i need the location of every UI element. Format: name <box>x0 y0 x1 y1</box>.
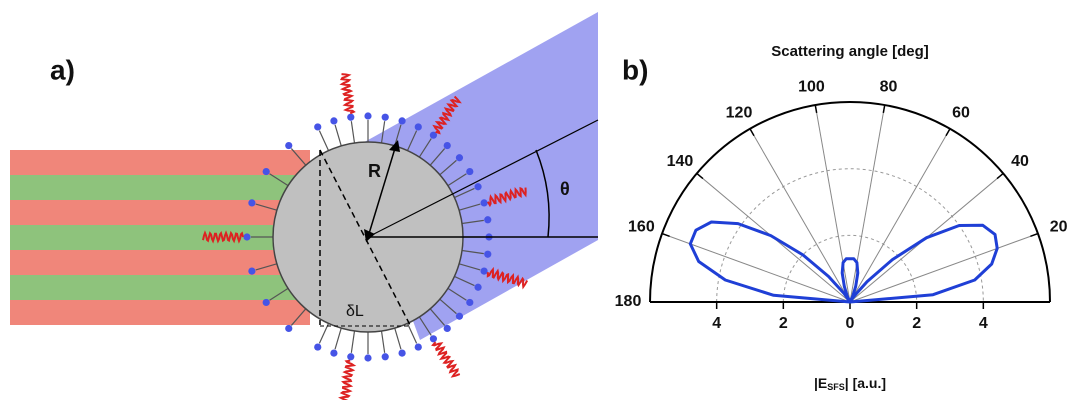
theta-tick-label: 100 <box>798 79 825 96</box>
beam-stripe <box>10 275 310 300</box>
ligand-head <box>415 123 422 130</box>
ligand-head <box>415 343 422 350</box>
ligand-head <box>480 199 487 206</box>
theta-tick-label: 180 <box>615 293 642 310</box>
ligand-head <box>263 299 270 306</box>
ligand-head <box>248 267 255 274</box>
ligand-head <box>474 183 481 190</box>
theta-tick <box>662 234 670 237</box>
ligand-head <box>330 117 337 124</box>
ligand-head <box>330 349 337 356</box>
polar-plot: Scattering angle [deg] |ESFS| [a.u.] 0 20… <box>615 43 1068 392</box>
r-tick-label: 4 <box>979 315 988 332</box>
ligand-head <box>285 142 292 149</box>
ligand-head <box>484 251 491 258</box>
ligand-head <box>444 325 451 332</box>
panel-label: a) <box>50 54 75 85</box>
label-part: | [a.u.] <box>845 375 886 391</box>
chart-title: Scattering angle [deg] <box>771 43 929 60</box>
theta-tick-label: 140 <box>667 153 694 170</box>
ligand-head <box>474 284 481 291</box>
ligand-head <box>364 112 371 119</box>
ligand-head <box>263 168 270 175</box>
ligand-stem <box>319 131 328 151</box>
ligand-stem <box>351 331 354 353</box>
r-tick-label: 2 <box>912 315 921 332</box>
r-tick-label: 4 <box>712 315 721 332</box>
theta-tick-label: 40 <box>1011 153 1029 170</box>
theta-tick <box>946 129 950 136</box>
ligand-head <box>382 353 389 360</box>
ligand-head <box>314 123 321 130</box>
theta-tick <box>750 129 754 136</box>
ligand-head <box>364 354 371 361</box>
ligand-head <box>382 114 389 121</box>
ligand-head <box>347 353 354 360</box>
theta-tick <box>997 173 1003 178</box>
ligand-stem <box>382 331 385 353</box>
ligand-head <box>444 142 451 149</box>
beam-stripe <box>10 250 310 275</box>
ligand-stem <box>395 328 401 349</box>
ligand-head <box>285 325 292 332</box>
x-axis-label: |ESFS| [a.u.] <box>814 375 886 393</box>
r-tick-label: 2 <box>779 315 788 332</box>
ligand-head <box>398 349 405 356</box>
ligand-head <box>430 335 437 342</box>
ligand-head <box>243 233 250 240</box>
ligand-head <box>347 114 354 121</box>
ligand-head <box>456 313 463 320</box>
ligand-head <box>248 199 255 206</box>
ligand-head <box>398 117 405 124</box>
theta-tick <box>697 173 703 178</box>
radius-label: R <box>368 161 381 181</box>
label-sub: SFS <box>827 382 845 392</box>
theta-tick-label: 120 <box>726 104 753 121</box>
ligand-stem <box>335 328 341 349</box>
ligand-head <box>466 299 473 306</box>
ligand-head <box>480 267 487 274</box>
beam-stripe <box>10 175 310 200</box>
beam-stripe <box>10 200 310 225</box>
panel-label: b) <box>622 54 648 85</box>
theta-tick <box>1030 234 1038 237</box>
grid-arc <box>783 235 916 302</box>
length-label: δL <box>346 303 364 320</box>
helix <box>341 361 354 400</box>
helix <box>342 74 354 113</box>
series-line <box>690 222 997 302</box>
theta-tick-label: 80 <box>880 79 898 96</box>
theta-tick-label: 160 <box>628 219 655 236</box>
r-tick-label: 0 <box>846 315 855 332</box>
ligand-stem <box>351 121 354 143</box>
ligand-stem <box>335 125 341 146</box>
ligand-head <box>456 154 463 161</box>
angle-label: θ <box>560 179 570 199</box>
theta-tick <box>883 105 884 113</box>
ligand-head <box>314 343 321 350</box>
ligand-head <box>484 216 491 223</box>
theta-tick-label: 60 <box>952 104 970 121</box>
outer-arc <box>650 102 1050 302</box>
theta-tick-label: 20 <box>1050 219 1068 236</box>
theta-tick <box>815 105 816 113</box>
ligand-head <box>466 168 473 175</box>
label-part: |E <box>814 375 827 391</box>
helix <box>433 342 460 376</box>
figure: a) R θ δL b) Scattering angle [deg] |ESF… <box>0 0 1068 400</box>
